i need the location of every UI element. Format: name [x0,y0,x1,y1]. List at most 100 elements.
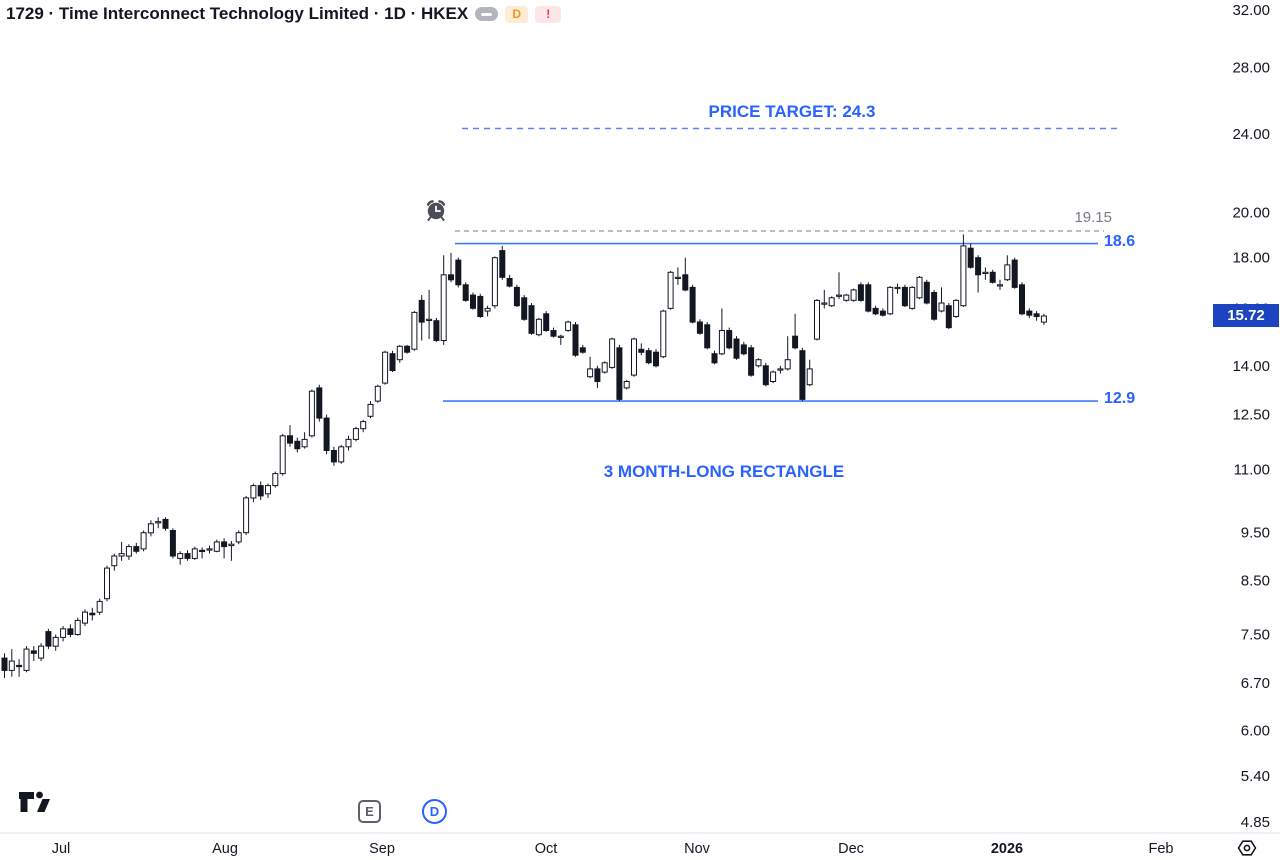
candle [1033,313,1040,317]
candle [265,485,271,495]
candle [689,286,696,323]
time-tick: Aug [212,841,238,857]
candle [521,297,528,320]
candle [257,485,264,497]
candle [762,365,769,386]
candle [638,348,645,353]
price-tick: 9.50 [1241,525,1270,542]
price-tick: 28.00 [1232,60,1270,77]
candle [484,307,491,312]
candle [382,351,389,384]
support-level-label[interactable]: 12.9 [1104,390,1136,408]
candle [89,612,96,616]
candle [923,281,930,304]
alert-badge[interactable]: ! [535,5,562,23]
candle [506,278,513,287]
candle [426,318,433,321]
candle [82,611,88,624]
candle [147,523,154,534]
candle [52,636,59,647]
candle [125,546,132,557]
candle [733,338,740,359]
candle [909,286,916,309]
candle [682,274,689,291]
candle [499,250,506,278]
candle [938,302,945,312]
candle [989,271,996,283]
timezone-settings-icon[interactable] [1236,837,1258,859]
alarm-clock-icon[interactable] [423,197,449,223]
candle [16,664,23,668]
candle [308,390,315,437]
dividends-marker[interactable]: D [422,799,447,824]
candle [491,257,498,307]
price-tick: 32.00 [1232,2,1270,19]
candle [601,362,608,373]
candle [279,435,286,475]
candle [8,660,15,671]
candle [448,274,454,281]
candle [440,274,447,341]
candle [901,286,908,307]
candle [228,543,235,547]
symbol-header[interactable]: 1729 · Time Interconnect Technology Limi… [6,2,562,26]
price-target-label[interactable]: PRICE TARGET: 24.3 [708,101,876,121]
candle [792,335,799,349]
time-tick: Oct [535,841,558,857]
candle [330,450,337,463]
candle [418,299,425,323]
candle [462,284,469,301]
candle [389,353,396,372]
earnings-marker[interactable]: E [358,800,381,823]
price-tick: 7.50 [1241,627,1270,644]
time-tick: Feb [1149,841,1174,857]
candle [806,368,813,386]
candle [177,553,184,559]
candle [828,297,835,307]
price-tick: 12.50 [1232,407,1270,424]
candle [235,532,242,543]
candle [872,307,879,315]
time-tick: Sep [369,841,395,857]
rectangle-pattern-label[interactable]: 3 MONTH-LONG RECTANGLE [603,462,845,481]
candle [931,292,938,320]
candle [513,286,520,307]
candle [740,344,747,355]
candle [140,532,147,550]
minus-icon [481,12,493,16]
alert-level-label: 19.15 [1074,209,1112,227]
price-tick: 4.85 [1241,814,1270,831]
price-tick: 20.00 [1232,204,1270,221]
delayed-data-badge[interactable] [475,7,499,21]
candle [667,271,674,309]
candle [133,546,140,552]
candle [748,347,755,376]
candle [155,521,162,524]
candle [74,619,81,636]
candle [221,541,228,548]
candle [1,657,8,671]
candle [213,541,220,552]
price-tick: 24.00 [1232,126,1270,143]
candle [879,310,886,316]
candle [301,438,308,448]
candle [396,345,403,361]
candle [696,321,703,334]
candle [718,330,725,355]
last-price-badge[interactable]: 15.72 [1213,304,1279,328]
resistance-level-label[interactable]: 18.6 [1104,232,1136,250]
candle [857,284,864,301]
candle [674,276,681,279]
candle [704,324,711,349]
candle [30,650,37,654]
candle [887,286,894,315]
symbol-title[interactable]: 1729 · Time Interconnect Technology Limi… [6,4,469,23]
candle [799,350,806,400]
candle [967,247,974,268]
candle [579,347,586,353]
candle [60,628,67,638]
interval-badge[interactable]: D [505,5,529,23]
tradingview-logo-icon[interactable] [18,790,52,816]
candle [755,359,762,367]
